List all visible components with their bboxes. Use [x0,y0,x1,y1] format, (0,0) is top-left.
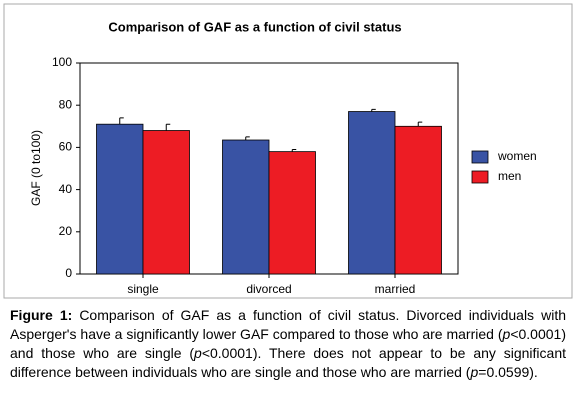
chart-title: Comparison of GAF as a function of civil… [108,19,401,34]
bar [348,111,396,275]
caption-text: <0.0001). There does not appear to be an… [10,345,566,380]
y-tick-label: 100 [52,55,72,69]
y-axis-label: GAF (0 to100) [29,130,43,206]
caption-text: p [502,326,511,342]
chart: Comparison of GAF as a function of civil… [3,3,573,299]
caption-text: p [194,345,202,361]
y-tick-label: 20 [59,224,73,238]
error-bar [119,117,124,125]
x-tick-label: single [127,282,159,296]
caption-text: Comparison of GAF as a function of civil… [10,307,566,342]
error-bar [417,121,423,127]
legend-swatch [471,150,489,164]
y-tick-label: 60 [59,140,73,154]
legend-label: women [497,149,537,163]
bar [394,125,442,275]
bar [222,139,270,275]
caption-text: <0.0001) and those who are single ( [10,326,566,361]
caption-text: p [470,364,479,380]
caption-text: =0.0599). [478,364,538,380]
error-bar [245,136,250,141]
y-tick-label: 0 [65,266,72,280]
y-tick-label: 80 [59,97,73,111]
error-bar [165,123,171,131]
legend-label: men [498,169,521,183]
chart-frame [3,3,573,299]
caption: Figure 1: Comparison of GAF as a functio… [10,306,566,382]
error-bar [291,149,297,152]
legend-swatch [471,170,489,184]
x-tick-label: divorced [246,282,291,296]
bar [96,123,144,275]
bar [268,151,316,275]
caption-label: Figure 1: [10,307,73,323]
y-tick-label: 40 [59,182,73,196]
x-tick-label: married [375,282,416,296]
error-bar [371,108,376,112]
bar [142,130,190,275]
